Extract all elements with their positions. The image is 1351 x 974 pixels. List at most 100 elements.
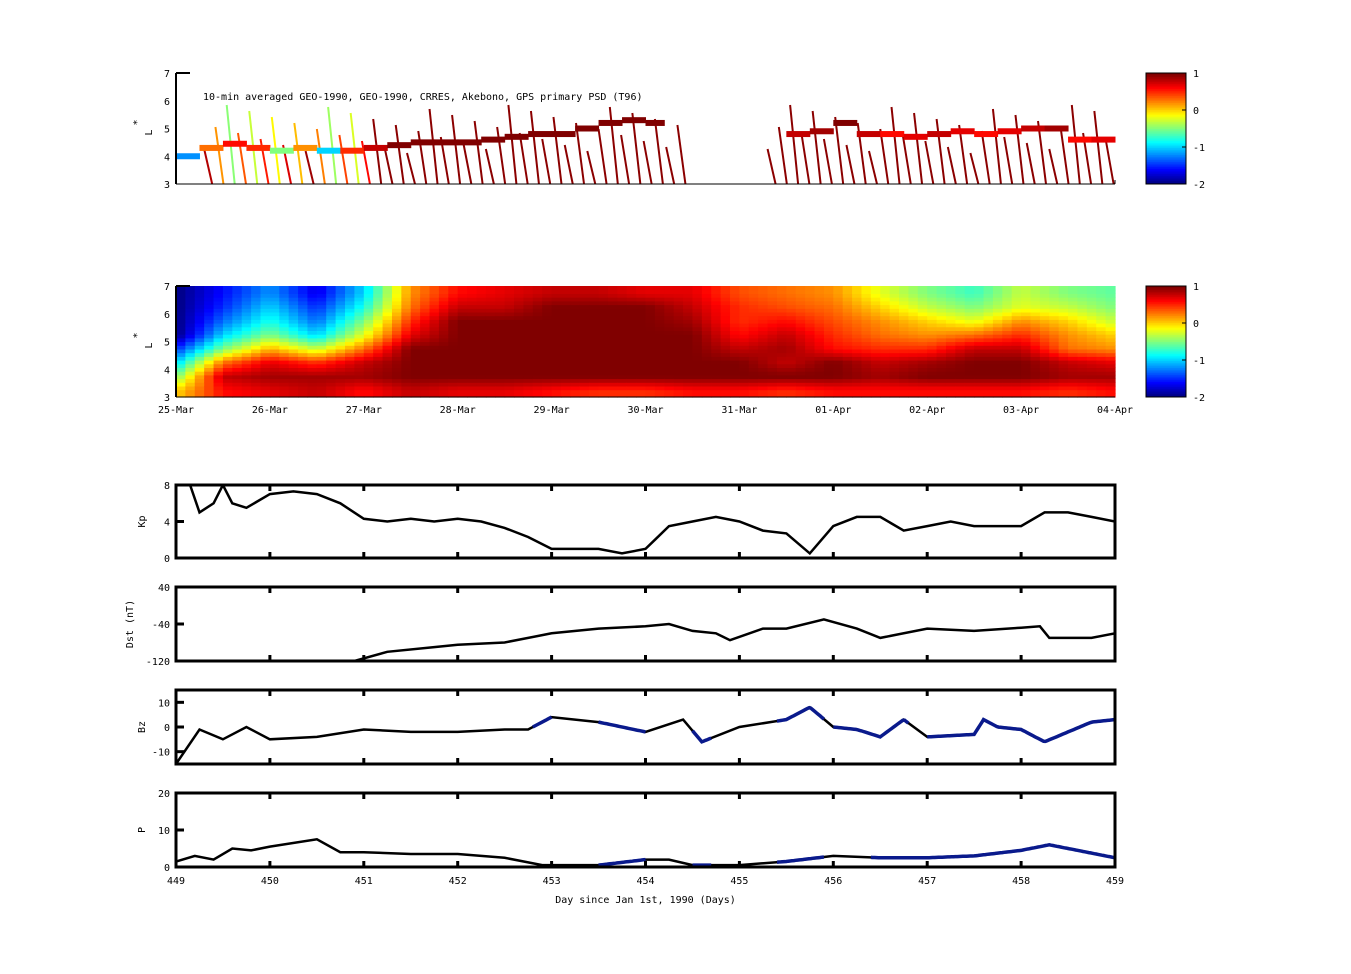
heatmap-cell <box>222 311 233 317</box>
heatmap-cell <box>429 371 440 376</box>
heatmap-cell <box>410 371 421 376</box>
heatmap-cell <box>992 289 1003 294</box>
heatmap-cell <box>420 289 431 294</box>
heatmap-cell <box>908 378 919 383</box>
heatmap-cell <box>861 360 872 365</box>
heatmap-cell <box>1105 289 1116 294</box>
heatmap-cell <box>992 293 1003 298</box>
heatmap-cell <box>908 315 919 320</box>
heatmap-cell <box>467 323 478 328</box>
heatmap-cell <box>326 286 337 291</box>
x-tick-label: 04-Apr <box>1097 405 1133 416</box>
heatmap-cell <box>288 352 299 357</box>
heatmap-cell <box>974 326 985 331</box>
heatmap-cell <box>767 311 778 317</box>
heatmap-cell <box>805 319 816 324</box>
heatmap-cell <box>664 352 675 357</box>
heatmap-cell <box>194 341 205 346</box>
heatmap-cell <box>251 348 262 354</box>
heatmap-cell <box>776 315 787 320</box>
heatmap-cell <box>880 334 891 339</box>
psd-trace <box>980 130 991 185</box>
heatmap-cell <box>636 286 647 291</box>
heatmap-cell <box>391 385 402 391</box>
heatmap-cell <box>945 363 956 368</box>
heatmap-cell <box>185 360 196 365</box>
heatmap-cell <box>889 363 900 368</box>
heatmap-cell <box>1105 385 1116 391</box>
heatmap-cell <box>579 356 590 361</box>
heatmap-cell <box>654 367 665 372</box>
heatmap-cell <box>889 360 900 365</box>
heatmap-cell <box>683 326 694 331</box>
heatmap-cell <box>1011 389 1022 394</box>
heatmap-cell <box>899 337 910 343</box>
heatmap-cell <box>917 323 928 328</box>
heatmap-cell <box>504 334 515 339</box>
heatmap-cell <box>542 308 553 313</box>
heatmap-cell <box>438 341 449 346</box>
heatmap-cell <box>335 334 346 339</box>
heatmap-cell <box>1077 326 1088 331</box>
heatmap-cell <box>288 374 299 380</box>
heatmap-cell <box>251 297 262 302</box>
heatmap-cell <box>748 378 759 383</box>
colorbar-swatch <box>1146 317 1186 320</box>
heatmap-cell <box>345 378 356 383</box>
colorbar-swatch <box>1146 388 1186 391</box>
heatmap-cell <box>1021 363 1032 368</box>
heatmap-cell <box>448 356 459 361</box>
heatmap-cell <box>739 356 750 361</box>
colorbar-swatch <box>1146 393 1186 396</box>
heatmap-cell <box>964 341 975 346</box>
heatmap-cell <box>795 308 806 313</box>
heatmap-cell <box>288 367 299 372</box>
heatmap-cell <box>720 393 731 398</box>
heatmap-cell <box>382 304 393 309</box>
heatmap-cell <box>776 304 787 309</box>
heatmap-cell <box>645 311 656 317</box>
heatmap-cell <box>739 393 750 398</box>
heatmap-cell <box>645 337 656 343</box>
heatmap-cell <box>945 374 956 380</box>
heatmap-cell <box>1058 311 1069 317</box>
heatmap-cell <box>260 378 271 383</box>
heatmap-cell <box>485 308 496 313</box>
heatmap-cell <box>391 382 402 387</box>
heatmap-cell <box>936 315 947 320</box>
heatmap-cell <box>992 300 1003 306</box>
heatmap-cell <box>927 378 938 383</box>
heatmap-cell <box>870 385 881 391</box>
heatmap-cell <box>1105 300 1116 306</box>
heatmap-cell <box>232 330 243 335</box>
psd-trace <box>935 118 946 185</box>
heatmap-cell <box>373 300 384 306</box>
heatmap-cell <box>382 352 393 357</box>
heatmap-cell <box>889 389 900 394</box>
heatmap-cell <box>523 348 534 354</box>
heatmap-cell <box>701 385 712 391</box>
colorbar-swatch <box>1146 327 1186 330</box>
heatmap-cell <box>260 319 271 324</box>
heatmap-cell <box>176 345 186 350</box>
heatmap-cell <box>194 382 205 387</box>
heatmap-cell <box>279 311 290 317</box>
series-highlight <box>531 715 553 729</box>
heatmap-cell <box>664 300 675 306</box>
heatmap-cell <box>1021 293 1032 298</box>
heatmap-cell <box>316 304 327 309</box>
heatmap-cell <box>786 341 797 346</box>
heatmap-cell <box>1049 393 1060 398</box>
heatmap-cell <box>401 289 412 294</box>
heatmap-cell <box>279 323 290 328</box>
heatmap-cell <box>204 341 215 346</box>
colorbar-swatch <box>1146 343 1186 346</box>
heatmap-cell <box>467 352 478 357</box>
heatmap-cell <box>692 393 703 398</box>
heatmap-cell <box>345 382 356 387</box>
heatmap-cell <box>476 330 487 335</box>
heatmap-cell <box>964 367 975 372</box>
heatmap-cell <box>1077 319 1088 324</box>
heatmap-cell <box>504 304 515 309</box>
heatmap-cell <box>298 308 309 313</box>
